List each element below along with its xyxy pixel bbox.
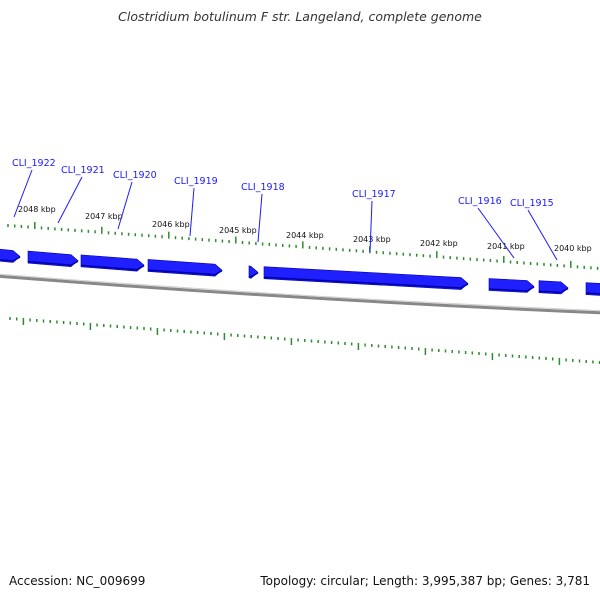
gene-label[interactable]: CLI_1915 xyxy=(510,198,554,209)
gene-feature-group xyxy=(0,248,600,296)
gene-arrow-shadow xyxy=(80,264,145,271)
gene-leader-line xyxy=(527,209,558,261)
gene-label[interactable]: CLI_1921 xyxy=(61,165,105,176)
gene-arrow-shadow xyxy=(585,292,600,295)
gene-label[interactable]: CLI_1917 xyxy=(352,189,396,200)
gene-label[interactable]: CLI_1922 xyxy=(12,158,56,169)
gene-leader-line xyxy=(57,176,83,224)
kbp-tick-label: 2040 kbp xyxy=(554,244,592,253)
gene-arrow-shadow xyxy=(147,269,223,276)
kbp-tick-label: 2044 kbp xyxy=(286,231,324,240)
kbp-tick-label: 2043 kbp xyxy=(353,235,391,244)
genome-summary-text: Topology: circular; Length: 3,995,387 bp… xyxy=(260,574,590,588)
upper-tick-row xyxy=(7,221,599,270)
gene-leader-line xyxy=(189,187,195,237)
gene-arrow-shadow xyxy=(0,256,21,262)
genome-backbone-highlight xyxy=(0,273,600,312)
gene-label[interactable]: CLI_1918 xyxy=(241,182,285,193)
gene-arrow-shadow xyxy=(248,272,259,278)
gene-label[interactable]: CLI_1916 xyxy=(458,196,502,207)
gene-label[interactable]: CLI_1919 xyxy=(174,176,218,187)
gene-arrow-shadow xyxy=(488,286,535,292)
genome-backbone xyxy=(0,274,600,315)
kbp-tick-label: 2047 kbp xyxy=(85,212,123,221)
map-title: Clostridium botulinum F str. Langeland, … xyxy=(118,9,482,24)
kbp-tick-label: 2045 kbp xyxy=(219,226,257,235)
gene-leader-line xyxy=(369,200,373,253)
gene-label-group: CLI_1922 CLI_1921 CLI_1920 CLI_1919 CLI_1918… xyxy=(12,158,558,261)
kbp-tick-label: 2048 kbp xyxy=(18,205,56,214)
kbp-tick-label: 2042 kbp xyxy=(420,239,458,248)
accession-text: Accession: NC_009699 xyxy=(9,574,146,588)
gene-arrow-shadow xyxy=(263,276,469,289)
kbp-tick-label: 2046 kbp xyxy=(152,220,190,229)
gene-label[interactable]: CLI_1920 xyxy=(113,170,157,181)
gene-leader-line xyxy=(477,207,515,259)
gene-leader-line xyxy=(117,181,133,230)
gene-leader-line xyxy=(13,169,33,218)
gene-arrow[interactable] xyxy=(80,254,145,272)
gene-leader-line xyxy=(257,193,263,243)
gene-arrow-shadow xyxy=(538,287,569,294)
lower-tick-row xyxy=(9,317,600,365)
gene-arrow-shadow xyxy=(27,260,79,266)
gene-arrow[interactable] xyxy=(585,282,600,296)
